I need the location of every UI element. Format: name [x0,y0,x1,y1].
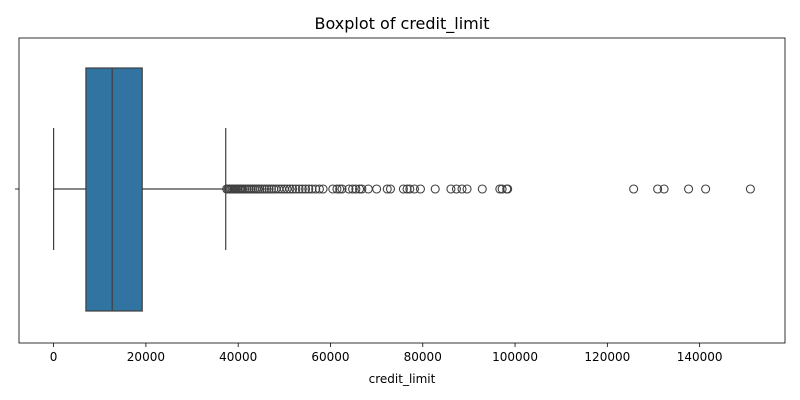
outlier-point [266,184,276,194]
outlier-point [314,184,324,194]
outlier-point [285,184,295,194]
outlier-point [659,184,669,194]
outlier-point [653,184,663,194]
outlier-point [451,184,462,194]
outlier-point [357,184,367,194]
outlier-point [462,184,472,194]
outlier-point [262,184,272,194]
outlier-point [382,184,392,194]
outlier-point [257,184,267,194]
outlier-point [255,184,265,194]
outlier-point [701,184,711,194]
outlier-point [409,184,420,194]
outlier-point [457,184,467,194]
x-axis-label: credit_limit [369,372,436,386]
outlier-point [372,184,382,194]
outlier-point [503,184,513,194]
outlier-point [311,184,321,194]
outlier-point [304,184,314,194]
outlier-point [348,184,358,194]
outlier-point [301,184,311,194]
outlier-point [477,184,487,194]
outlier-point [259,184,270,194]
x-tick-label: 0 [50,350,58,364]
outlier-point [335,184,345,194]
outlier-point [629,184,639,194]
outlier-point [264,184,274,194]
x-tick-label: 20000 [127,350,165,364]
iqr-box [85,67,143,312]
x-tick-label: 100000 [492,350,538,364]
outlier-point [294,184,304,194]
outlier-point [385,184,396,194]
outlier-point [398,184,408,194]
outlier-point [328,184,338,194]
outlier-point [337,184,347,194]
x-tick-label: 40000 [219,350,257,364]
x-tick-label: 60000 [311,350,349,364]
outlier-point [684,184,694,194]
outlier-point [291,184,301,194]
outlier-point [405,184,415,194]
chart-title: Boxplot of credit_limit [315,14,490,34]
outlier-point [282,184,292,194]
outlier-point [430,184,440,194]
outlier-point [497,184,507,194]
outlier-point [351,184,361,194]
x-tick-label: 80000 [404,350,442,364]
outlier-point [318,184,328,194]
x-tick-label: 120000 [584,350,630,364]
outlier-point [288,184,298,194]
outlier-point [344,184,354,194]
outlier-point [446,184,456,194]
outlier-point [354,184,365,194]
outlier-point [402,184,412,194]
x-tick-label: 140000 [677,350,723,364]
outlier-point [307,184,317,194]
outlier-point [415,184,426,194]
outlier-point [332,184,342,194]
outlier-point [297,184,307,194]
outlier-point [745,184,755,194]
plot-area-frame [18,37,786,344]
